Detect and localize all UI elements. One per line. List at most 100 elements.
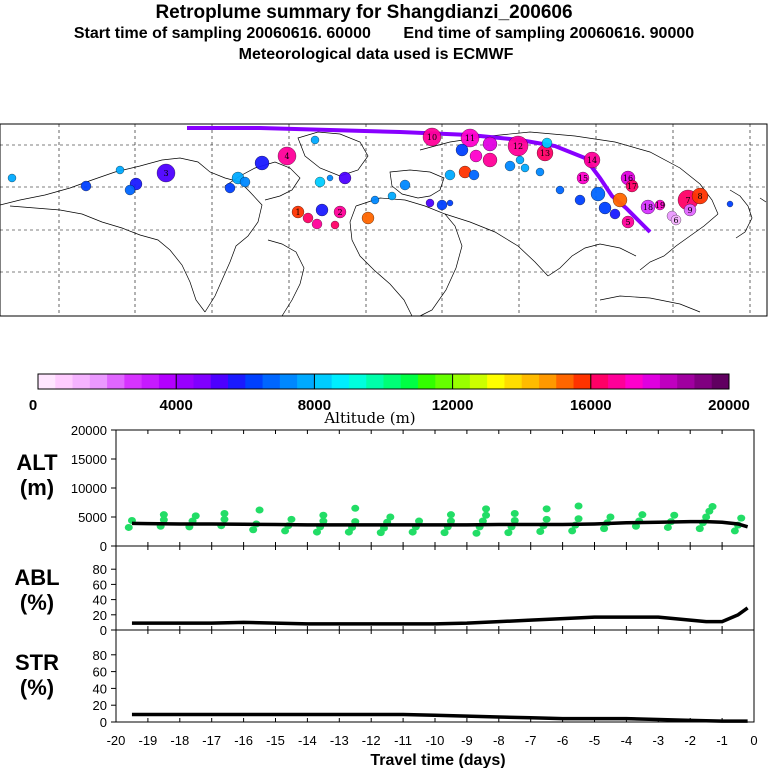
plume-main-track bbox=[187, 126, 652, 234]
alt-sample-point bbox=[695, 525, 704, 533]
plume-dot bbox=[535, 167, 545, 177]
colorbar-swatch bbox=[694, 374, 713, 389]
y-tick-label: 10000 bbox=[71, 481, 107, 496]
colorbar-swatch bbox=[487, 374, 505, 389]
alt-sample-point bbox=[478, 517, 487, 525]
colorbar-swatch bbox=[228, 374, 246, 389]
y-tick-label: 20 bbox=[93, 698, 107, 713]
plume-dot bbox=[254, 155, 270, 171]
end-time-label: End time of sampling 20060616. 90000 bbox=[403, 25, 695, 42]
plume-dot bbox=[574, 194, 586, 206]
plume-dot bbox=[640, 199, 656, 215]
alt-sample-point bbox=[220, 515, 229, 523]
alt-sample-point bbox=[482, 505, 491, 513]
x-tick-label: -19 bbox=[139, 733, 158, 748]
plume-dot bbox=[326, 174, 334, 182]
plume-day-label: 18 bbox=[643, 203, 653, 212]
plume-dot bbox=[609, 208, 621, 220]
alt-sample-point bbox=[510, 510, 519, 518]
plume-dot bbox=[625, 179, 639, 193]
plume-dot bbox=[315, 203, 329, 217]
alt-sample-point bbox=[159, 516, 168, 524]
plume-dot bbox=[314, 176, 326, 188]
plume-dot bbox=[399, 179, 411, 191]
plume-dot bbox=[7, 173, 17, 183]
y-tick-label: 15000 bbox=[71, 452, 107, 467]
alt-sample-point bbox=[737, 514, 746, 522]
alt-sample-point bbox=[159, 511, 168, 519]
plume-dot bbox=[455, 143, 469, 157]
colorbar-swatch bbox=[677, 374, 695, 389]
plume-dot bbox=[387, 191, 397, 201]
plume-day-label: 15 bbox=[578, 174, 588, 183]
x-tick-label: -13 bbox=[330, 733, 349, 748]
sampling-time-line: Start time of sampling 20060616. 60000 E… bbox=[0, 25, 768, 43]
alt-sample-point bbox=[281, 527, 290, 535]
y-tick-label: 80 bbox=[93, 648, 107, 663]
colorbar-swatch bbox=[711, 374, 730, 389]
colorbar-swatch bbox=[158, 374, 177, 389]
plume-dot bbox=[583, 151, 601, 169]
alt-sample-point bbox=[606, 513, 615, 521]
coastline-segment bbox=[355, 197, 463, 317]
colorbar-tick-label: 16000 bbox=[570, 397, 612, 414]
plume-dot bbox=[654, 199, 666, 211]
colorbar-swatch bbox=[297, 374, 315, 389]
panel-frame-str bbox=[115, 629, 755, 723]
plume-dot bbox=[555, 185, 565, 195]
plume-dot bbox=[460, 128, 480, 148]
plume-dot bbox=[576, 171, 590, 185]
alt-sample-point bbox=[312, 528, 321, 536]
plume-dot bbox=[80, 180, 92, 192]
alt-sample-point bbox=[730, 527, 739, 535]
alt-sample-point bbox=[638, 511, 647, 519]
plume-dot bbox=[311, 218, 323, 230]
plume-day-label: 6 bbox=[673, 216, 678, 225]
alt-sample-point bbox=[600, 525, 609, 533]
alt-sample-point bbox=[446, 511, 455, 519]
plume-dot bbox=[422, 127, 442, 147]
colorbar-swatch bbox=[331, 374, 350, 389]
alt-sample-point bbox=[482, 511, 491, 519]
altitude-colorbar: 0 4000 8000 12000 16000 20000 bbox=[29, 373, 750, 414]
plume-day-label: 1 bbox=[295, 208, 300, 217]
x-tick-label: 0 bbox=[750, 733, 757, 748]
plume-dot bbox=[338, 171, 352, 185]
alt-sample-point bbox=[440, 529, 449, 537]
y-tick-label: 40 bbox=[93, 593, 107, 608]
plume-dot bbox=[444, 169, 456, 181]
x-tick-label: -14 bbox=[298, 733, 317, 748]
plume-dot bbox=[124, 184, 136, 196]
coastline-segment bbox=[349, 205, 413, 317]
colorbar-swatch bbox=[590, 374, 609, 389]
plume-day-label: 17 bbox=[627, 182, 637, 191]
plume-dot bbox=[156, 163, 176, 183]
plume-dot bbox=[541, 137, 553, 149]
panel-label-alt: ALT bbox=[16, 450, 58, 475]
plume-dot bbox=[612, 192, 628, 208]
plume-dot bbox=[520, 163, 530, 173]
coastline-segment bbox=[599, 295, 701, 313]
alt-sample-point bbox=[386, 513, 395, 521]
plume-dot bbox=[302, 212, 314, 224]
x-tick-label: -4 bbox=[621, 733, 633, 748]
x-tick-label: -7 bbox=[525, 733, 537, 748]
colorbar-swatch bbox=[625, 374, 644, 389]
plume-day-label: 11 bbox=[465, 134, 475, 143]
alt-sample-point bbox=[415, 517, 424, 525]
plume-dot bbox=[598, 201, 612, 215]
panel-label-abl: ABL bbox=[14, 565, 59, 590]
alt-sample-point bbox=[510, 516, 519, 524]
colorbar-swatch bbox=[348, 374, 367, 389]
colorbar-swatch bbox=[573, 374, 592, 389]
plume-dot bbox=[446, 199, 454, 207]
coastline-segment bbox=[297, 131, 369, 177]
x-tick-label: -8 bbox=[493, 733, 505, 748]
alt-sample-point bbox=[542, 515, 551, 523]
plume-dot bbox=[482, 136, 498, 152]
y-tick-label: 0 bbox=[100, 623, 107, 638]
alt-sample-point bbox=[670, 511, 679, 519]
alt-sample-point bbox=[319, 511, 328, 519]
plume-dot bbox=[504, 160, 516, 172]
